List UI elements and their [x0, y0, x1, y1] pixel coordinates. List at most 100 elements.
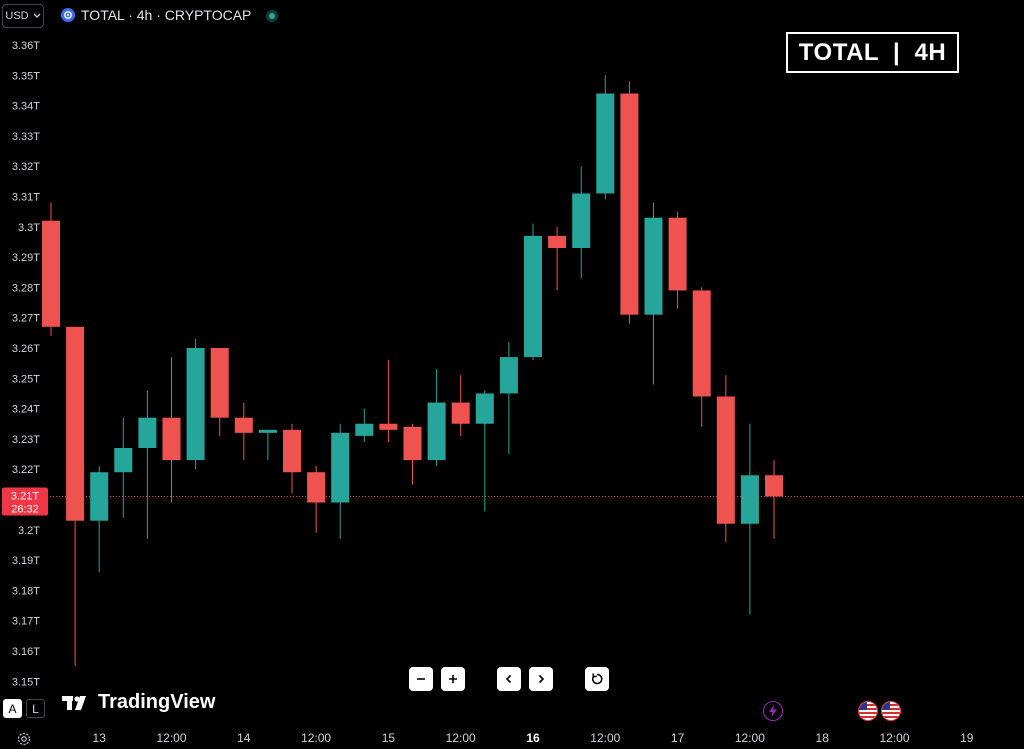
candle[interactable] [355, 408, 374, 442]
zoom-in-button[interactable] [441, 667, 465, 691]
y-tick-label: 3.18T [12, 585, 40, 597]
y-tick-label: 3.27T [12, 313, 40, 325]
us-flag-icon[interactable] [858, 701, 878, 721]
candle[interactable] [138, 390, 157, 539]
candle[interactable] [283, 423, 301, 494]
x-tick-label: 13 [93, 731, 107, 745]
candle[interactable] [475, 390, 494, 512]
candle-body [524, 235, 542, 358]
last-price-value: 3.21T [11, 490, 39, 502]
candle[interactable] [716, 375, 735, 542]
candle[interactable] [765, 460, 783, 539]
candle[interactable] [90, 466, 109, 573]
lightning-icon[interactable] [763, 701, 783, 721]
tradingview-logo-icon [62, 695, 86, 710]
candle-body [138, 417, 157, 448]
candle-body [379, 423, 398, 430]
symbol-title: TOTAL · 4h · CRYPTOCAP [81, 7, 252, 23]
x-tick-label: 18 [816, 731, 830, 745]
y-tick-label: 3.34T [12, 101, 40, 113]
candle[interactable] [210, 348, 229, 436]
time-axis[interactable]: 13 12:00 14 12:00 15 12:00 16 12:00 17 12:00 18 12:… [93, 731, 974, 745]
candle[interactable] [644, 202, 663, 385]
x-tick-label: 16 [526, 731, 540, 745]
y-tick-label: 3.24T [12, 404, 40, 416]
candle-body [234, 417, 253, 433]
x-tick-label: 17 [671, 731, 685, 745]
auto-scale-label: A [8, 701, 17, 716]
candle-body [283, 429, 301, 473]
candle-body [765, 475, 783, 497]
y-tick-label: 3.26T [12, 343, 40, 355]
candles-layer [42, 75, 783, 667]
candle[interactable] [186, 338, 205, 470]
candle-body [403, 426, 422, 461]
last-price-label: 3.21T 26:32 [2, 487, 48, 516]
price-axis[interactable]: 3.36T 3.35T 3.34T 3.33T 3.32T 3.31T 3.3T 3.29T 3… [12, 40, 40, 688]
candle[interactable] [379, 360, 398, 442]
candle-body [427, 402, 446, 461]
candle-body [692, 290, 711, 397]
market-open-dot-icon[interactable] [266, 10, 278, 22]
candle[interactable] [668, 211, 687, 309]
candle-body [572, 193, 591, 249]
candle-body [66, 326, 85, 521]
y-tick-label: 3.25T [12, 373, 40, 385]
candle[interactable] [596, 75, 615, 200]
y-tick-label: 3.28T [12, 282, 40, 294]
candle[interactable] [234, 402, 253, 461]
candle-body [644, 217, 663, 315]
tradingview-logo[interactable]: TradingView [62, 691, 215, 714]
candle[interactable] [307, 466, 326, 533]
chart-navigation-controls [409, 667, 609, 691]
scroll-right-icon [538, 674, 545, 684]
candle[interactable] [620, 81, 639, 324]
candle[interactable] [524, 223, 542, 361]
candle[interactable] [331, 423, 350, 539]
candle-body [331, 432, 350, 503]
symbol-title-bar[interactable]: TOTAL · 4h · CRYPTOCAP [61, 7, 251, 23]
candle-body [596, 93, 615, 194]
log-scale-toggle[interactable]: L [26, 699, 45, 718]
currency-selector[interactable]: USD [2, 4, 44, 28]
zoom-in-icon [449, 675, 457, 683]
candle[interactable] [572, 166, 591, 279]
candle-body [716, 396, 735, 524]
candle-body [668, 217, 687, 291]
us-flag-icon[interactable] [881, 701, 901, 721]
y-tick-label: 3.19T [12, 555, 40, 567]
scroll-left-button[interactable] [497, 667, 521, 691]
zoom-out-button[interactable] [409, 667, 433, 691]
candle[interactable] [403, 423, 422, 485]
candle-body [499, 357, 518, 394]
x-tick-label: 12:00 [879, 731, 909, 745]
reset-icon [592, 673, 603, 685]
auto-scale-toggle[interactable]: A [3, 699, 22, 718]
candle-countdown: 26:32 [11, 503, 39, 515]
y-tick-label: 3.3T [18, 222, 40, 234]
candle[interactable] [66, 326, 85, 667]
scroll-right-button[interactable] [529, 667, 553, 691]
candle-body [90, 472, 109, 521]
candle[interactable] [740, 423, 759, 615]
y-tick-label: 3.22T [12, 464, 40, 476]
candle[interactable] [42, 202, 60, 336]
chevron-down-icon [33, 13, 41, 18]
candle[interactable] [427, 369, 446, 467]
settings-gear-icon[interactable] [16, 731, 32, 747]
candle[interactable] [548, 226, 567, 291]
candle-body [42, 220, 60, 327]
candle[interactable] [114, 417, 133, 518]
candle[interactable] [258, 429, 277, 461]
reset-chart-button[interactable] [585, 667, 609, 691]
candle[interactable] [162, 357, 181, 503]
candle[interactable] [451, 375, 470, 436]
y-tick-label: 3.2T [18, 525, 40, 537]
candle[interactable] [499, 341, 518, 455]
y-tick-label: 3.31T [12, 192, 40, 204]
currency-label: USD [5, 10, 29, 22]
candle-body [210, 348, 229, 418]
candle[interactable] [692, 287, 711, 427]
y-tick-label: 3.36T [12, 40, 40, 52]
